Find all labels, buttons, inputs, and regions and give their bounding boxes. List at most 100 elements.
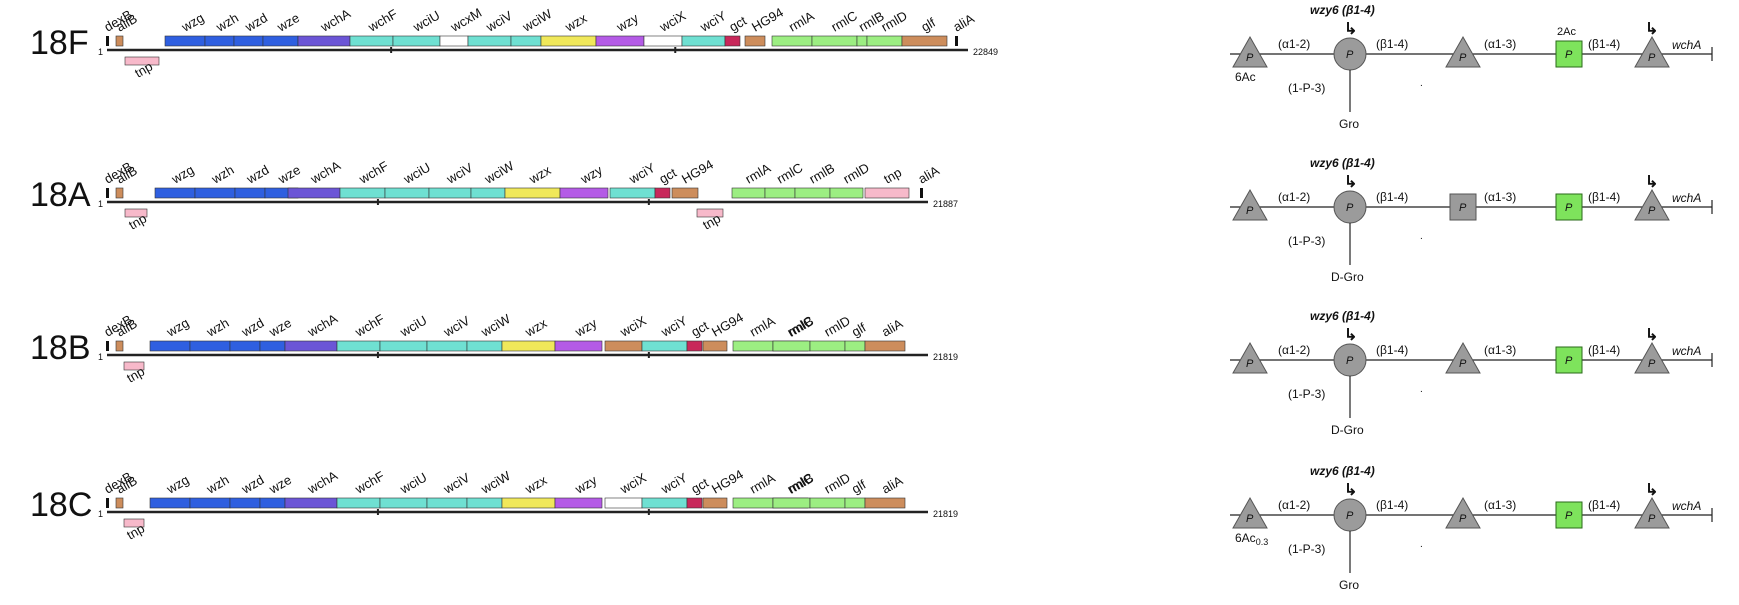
- gene-label: wchA: [307, 158, 343, 188]
- gene-label: wzx: [522, 315, 550, 340]
- gene-label: rmlA: [747, 470, 778, 497]
- linkage-label: (α1-2): [1278, 498, 1310, 512]
- sugar-label: P: [1459, 202, 1467, 214]
- curl-arrow-icon: ↳: [1344, 482, 1357, 499]
- sugar-label: P: [1648, 205, 1656, 217]
- gene-label: wchA: [304, 468, 340, 498]
- gene-label: wzd: [242, 10, 270, 35]
- gene-label: gct: [657, 165, 680, 187]
- track-length-label: 22849: [973, 47, 998, 57]
- gene-wchF: [339, 187, 386, 199]
- gene-wzd: [229, 340, 261, 352]
- linkage-label: (α1-3): [1484, 343, 1516, 357]
- gene-rmlA: [732, 497, 774, 509]
- curl-arrow-icon: ↳: [1645, 174, 1658, 191]
- sugar-square: [1449, 193, 1477, 221]
- enzyme-label: wzy6 (β1-4): [1310, 156, 1375, 170]
- enzyme-label: wzy6 (β1-4): [1310, 309, 1375, 323]
- sugar-label: P: [1565, 202, 1573, 214]
- rhamnose-triangle: [1634, 35, 1670, 68]
- gene-wzy: [559, 187, 609, 199]
- gene-wciU: [392, 35, 441, 47]
- tnp-element: [696, 208, 724, 218]
- gene-label: wciY: [626, 160, 658, 187]
- gene-label: HG94: [679, 157, 716, 187]
- gene-aliB: [115, 35, 124, 47]
- rhamnose-triangle: [1445, 496, 1481, 529]
- rhamnose-triangle: [1232, 496, 1268, 529]
- gene-label: wzx: [562, 10, 590, 35]
- sugar-label: P: [1346, 510, 1354, 522]
- gene-label: wciW: [519, 6, 555, 35]
- gene-gct: [724, 35, 741, 47]
- track-start-label: 1: [98, 199, 103, 209]
- gene-label: gct: [689, 318, 712, 340]
- gene-tnp: [864, 187, 910, 199]
- rhamnose-triangle: [1232, 341, 1268, 374]
- serotype-label: 18C: [30, 486, 92, 524]
- gene-label: wcxM: [447, 5, 484, 35]
- sugar-label: P: [1346, 49, 1354, 61]
- gene-label: wzd: [238, 315, 266, 340]
- gene-label: wzy: [613, 10, 641, 35]
- gene-rmlB: [856, 35, 868, 47]
- linkage-label: (α1-3): [1484, 190, 1516, 204]
- gene-glf: [864, 497, 906, 509]
- gene-label: wze: [275, 162, 303, 187]
- gene-HG94: [671, 187, 699, 199]
- linkage-label: (β1-4): [1376, 190, 1408, 204]
- gene-label: wciU: [397, 470, 430, 498]
- gene-wciV: [426, 497, 468, 509]
- gene-label: glf: [849, 320, 869, 340]
- gene-rmlB: [794, 187, 831, 199]
- gene-wze: [259, 497, 286, 509]
- gene-label: wciW: [478, 468, 514, 497]
- gene-label: wciY: [658, 470, 690, 497]
- rhamnose-triangle: [1634, 496, 1670, 529]
- gene-rmlD: [829, 187, 864, 199]
- gene-label: wchF: [356, 158, 391, 187]
- gene-wzg: [149, 340, 191, 352]
- tnp-element: [123, 518, 145, 528]
- gene-label: wzy: [577, 162, 605, 187]
- green-sugar-square: [1555, 501, 1583, 529]
- curl-arrow-icon: ↳: [1344, 21, 1357, 38]
- repeat-unit-18A: P P P P P (α1-2) (β1-4) (α1-3) (β1-4) wzy6 (β1-4)…: [1230, 156, 1713, 284]
- tnp-element: [124, 56, 160, 66]
- gene-wze: [259, 340, 286, 352]
- gene-rmlC: [811, 35, 858, 47]
- gene-rmlC: [772, 497, 811, 509]
- gene-label: wchF: [365, 6, 400, 35]
- gene-wzy: [554, 340, 603, 352]
- linkage-label: (β1-4): [1588, 498, 1620, 512]
- gene-aliB: [115, 497, 124, 509]
- linkage-label: (α1-2): [1278, 37, 1310, 51]
- dot-mark: .: [1420, 384, 1423, 395]
- curl-arrow-icon: ↳: [1344, 327, 1357, 344]
- gene-wchF: [336, 497, 381, 509]
- substituent-label: 2Ac: [1557, 26, 1576, 38]
- green-sugar-square: [1555, 193, 1583, 221]
- gene-rmlA: [771, 35, 813, 47]
- end-gene-label: wchA: [1672, 38, 1701, 52]
- substituent-subscript: 0.3: [1256, 537, 1269, 547]
- gene-label: wzg: [163, 315, 191, 340]
- gene-label: wciU: [410, 8, 443, 36]
- gene-label: rmlA: [747, 313, 778, 340]
- gene-wzd: [229, 497, 261, 509]
- gene-label: wzg: [163, 472, 191, 497]
- gene-wzx: [504, 187, 561, 199]
- linkage-label: (α1-3): [1484, 37, 1516, 51]
- gene-label: wze: [266, 472, 294, 497]
- dot-mark: .: [1420, 78, 1423, 89]
- gene-gct: [686, 497, 703, 509]
- sugar-label: P: [1648, 513, 1656, 525]
- gene-label: wchA: [304, 311, 340, 341]
- gene-aliA: [955, 36, 958, 46]
- gene-label: rmlB: [786, 470, 817, 496]
- serotype-label: 18A: [30, 176, 91, 214]
- gene-label: aliA: [879, 473, 906, 497]
- branch-linkage-label: (1-P-3): [1288, 542, 1325, 556]
- serotype-label: 18B: [30, 329, 91, 367]
